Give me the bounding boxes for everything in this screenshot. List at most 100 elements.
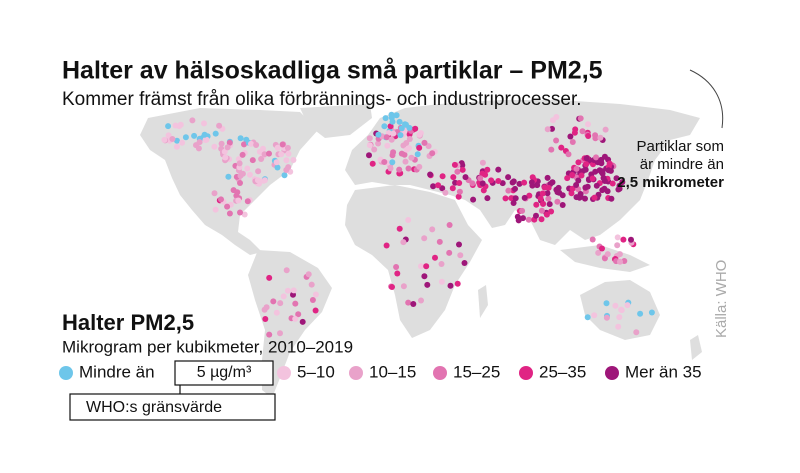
measurement-dot [567,133,574,140]
measurement-dot [612,302,619,309]
measurement-dot [396,166,403,173]
measurement-dot [406,145,412,152]
measurement-dot [528,179,535,186]
measurement-dot [549,125,555,132]
measurement-dot [216,122,223,129]
measurement-dot [599,245,605,252]
measurement-dot [308,281,315,288]
measurement-dot [589,175,596,182]
measurement-dot [369,160,376,167]
measurement-dot [565,151,572,158]
measurement-dot [600,175,607,182]
measurement-dot [595,249,602,256]
measurement-dot [414,151,421,158]
legend-swatch [519,366,533,380]
measurement-dot [283,167,290,173]
legend-label: Mer än 35 [625,362,702,381]
measurement-dot [446,222,453,228]
measurement-dot [396,225,403,232]
measurement-dot [393,264,400,270]
measurement-dot [246,171,253,178]
measurement-dot [620,236,627,243]
measurement-dot [604,251,611,258]
measurement-dot [619,179,626,186]
measurement-dot [549,117,556,124]
measurement-dot [461,260,468,266]
measurement-dot [241,141,247,148]
measurement-dot [572,126,579,133]
measurement-dot [615,186,622,193]
legend-subtitle: Mikrogram per kubikmeter, 2010–2019 [62,337,353,356]
measurement-dot [218,196,224,203]
measurement-dot [438,278,445,285]
new-zealand [690,335,702,360]
measurement-dot [261,177,268,184]
measurement-dot [195,145,202,152]
measurement-dot [558,144,565,151]
measurement-dot [280,293,287,300]
measurement-dot [312,291,319,298]
measurement-dot [603,314,610,321]
measurement-dot [546,201,553,208]
measurement-dot [398,125,405,132]
measurement-dot [616,314,623,321]
measurement-dot [447,282,454,289]
measurement-dot [173,143,180,150]
measurement-dot [174,137,180,144]
measurement-dot [583,161,590,168]
limit-label: WHO:s gränsvärde [86,399,222,416]
measurement-dot [262,316,269,322]
measurement-dot [602,126,609,133]
greenland [300,104,372,138]
measurement-dot [538,207,545,214]
legend-swatch [349,366,363,380]
measurement-dot [277,330,283,337]
measurement-dot [161,136,168,143]
measurement-dot [616,251,623,258]
measurement-dot [585,121,591,128]
measurement-dot [462,174,469,181]
measurement-dot [236,160,243,167]
measurement-dot [203,136,210,143]
measurement-dot [555,184,562,191]
measurement-dot [261,151,268,158]
madagascar [478,285,488,318]
measurement-dot [613,175,620,182]
measurement-dot [579,128,586,135]
measurement-dot [396,118,403,125]
measurement-dot [383,134,390,141]
measurement-dot [436,238,443,245]
measurement-dot [381,159,388,165]
measurement-dot [266,274,273,281]
measurement-dot [201,131,208,138]
measurement-dot [537,195,544,202]
measurement-dot [405,217,412,223]
measurement-dot [239,170,246,177]
measurement-dot [469,180,476,187]
measurement-dot [510,200,517,206]
annotation-line: Partiklar som [636,138,724,155]
measurement-dot [400,239,407,246]
subtitle: Kommer främst från olika förbrännings- o… [62,89,582,110]
measurement-dot [421,235,428,242]
measurement-dot [299,318,306,325]
measurement-dot [576,194,583,201]
measurement-dot [573,182,580,188]
measurement-dot [389,284,395,290]
measurement-dot [226,139,233,146]
measurement-dot [237,135,244,142]
measurement-dot [608,195,615,202]
legend-title: Halter PM2,5 [62,310,194,335]
measurement-dot [237,180,243,186]
measurement-dot [439,173,446,180]
measurement-dot [281,172,288,179]
measurement-dot [421,139,428,146]
measurement-dot [179,139,186,146]
measurement-dot [403,140,410,146]
measurement-dot [177,121,184,128]
measurement-dot [388,136,395,143]
measurement-dot [427,171,434,178]
legend-label: 5–10 [297,362,335,381]
measurement-dot [585,133,592,139]
measurement-dot [390,130,397,137]
